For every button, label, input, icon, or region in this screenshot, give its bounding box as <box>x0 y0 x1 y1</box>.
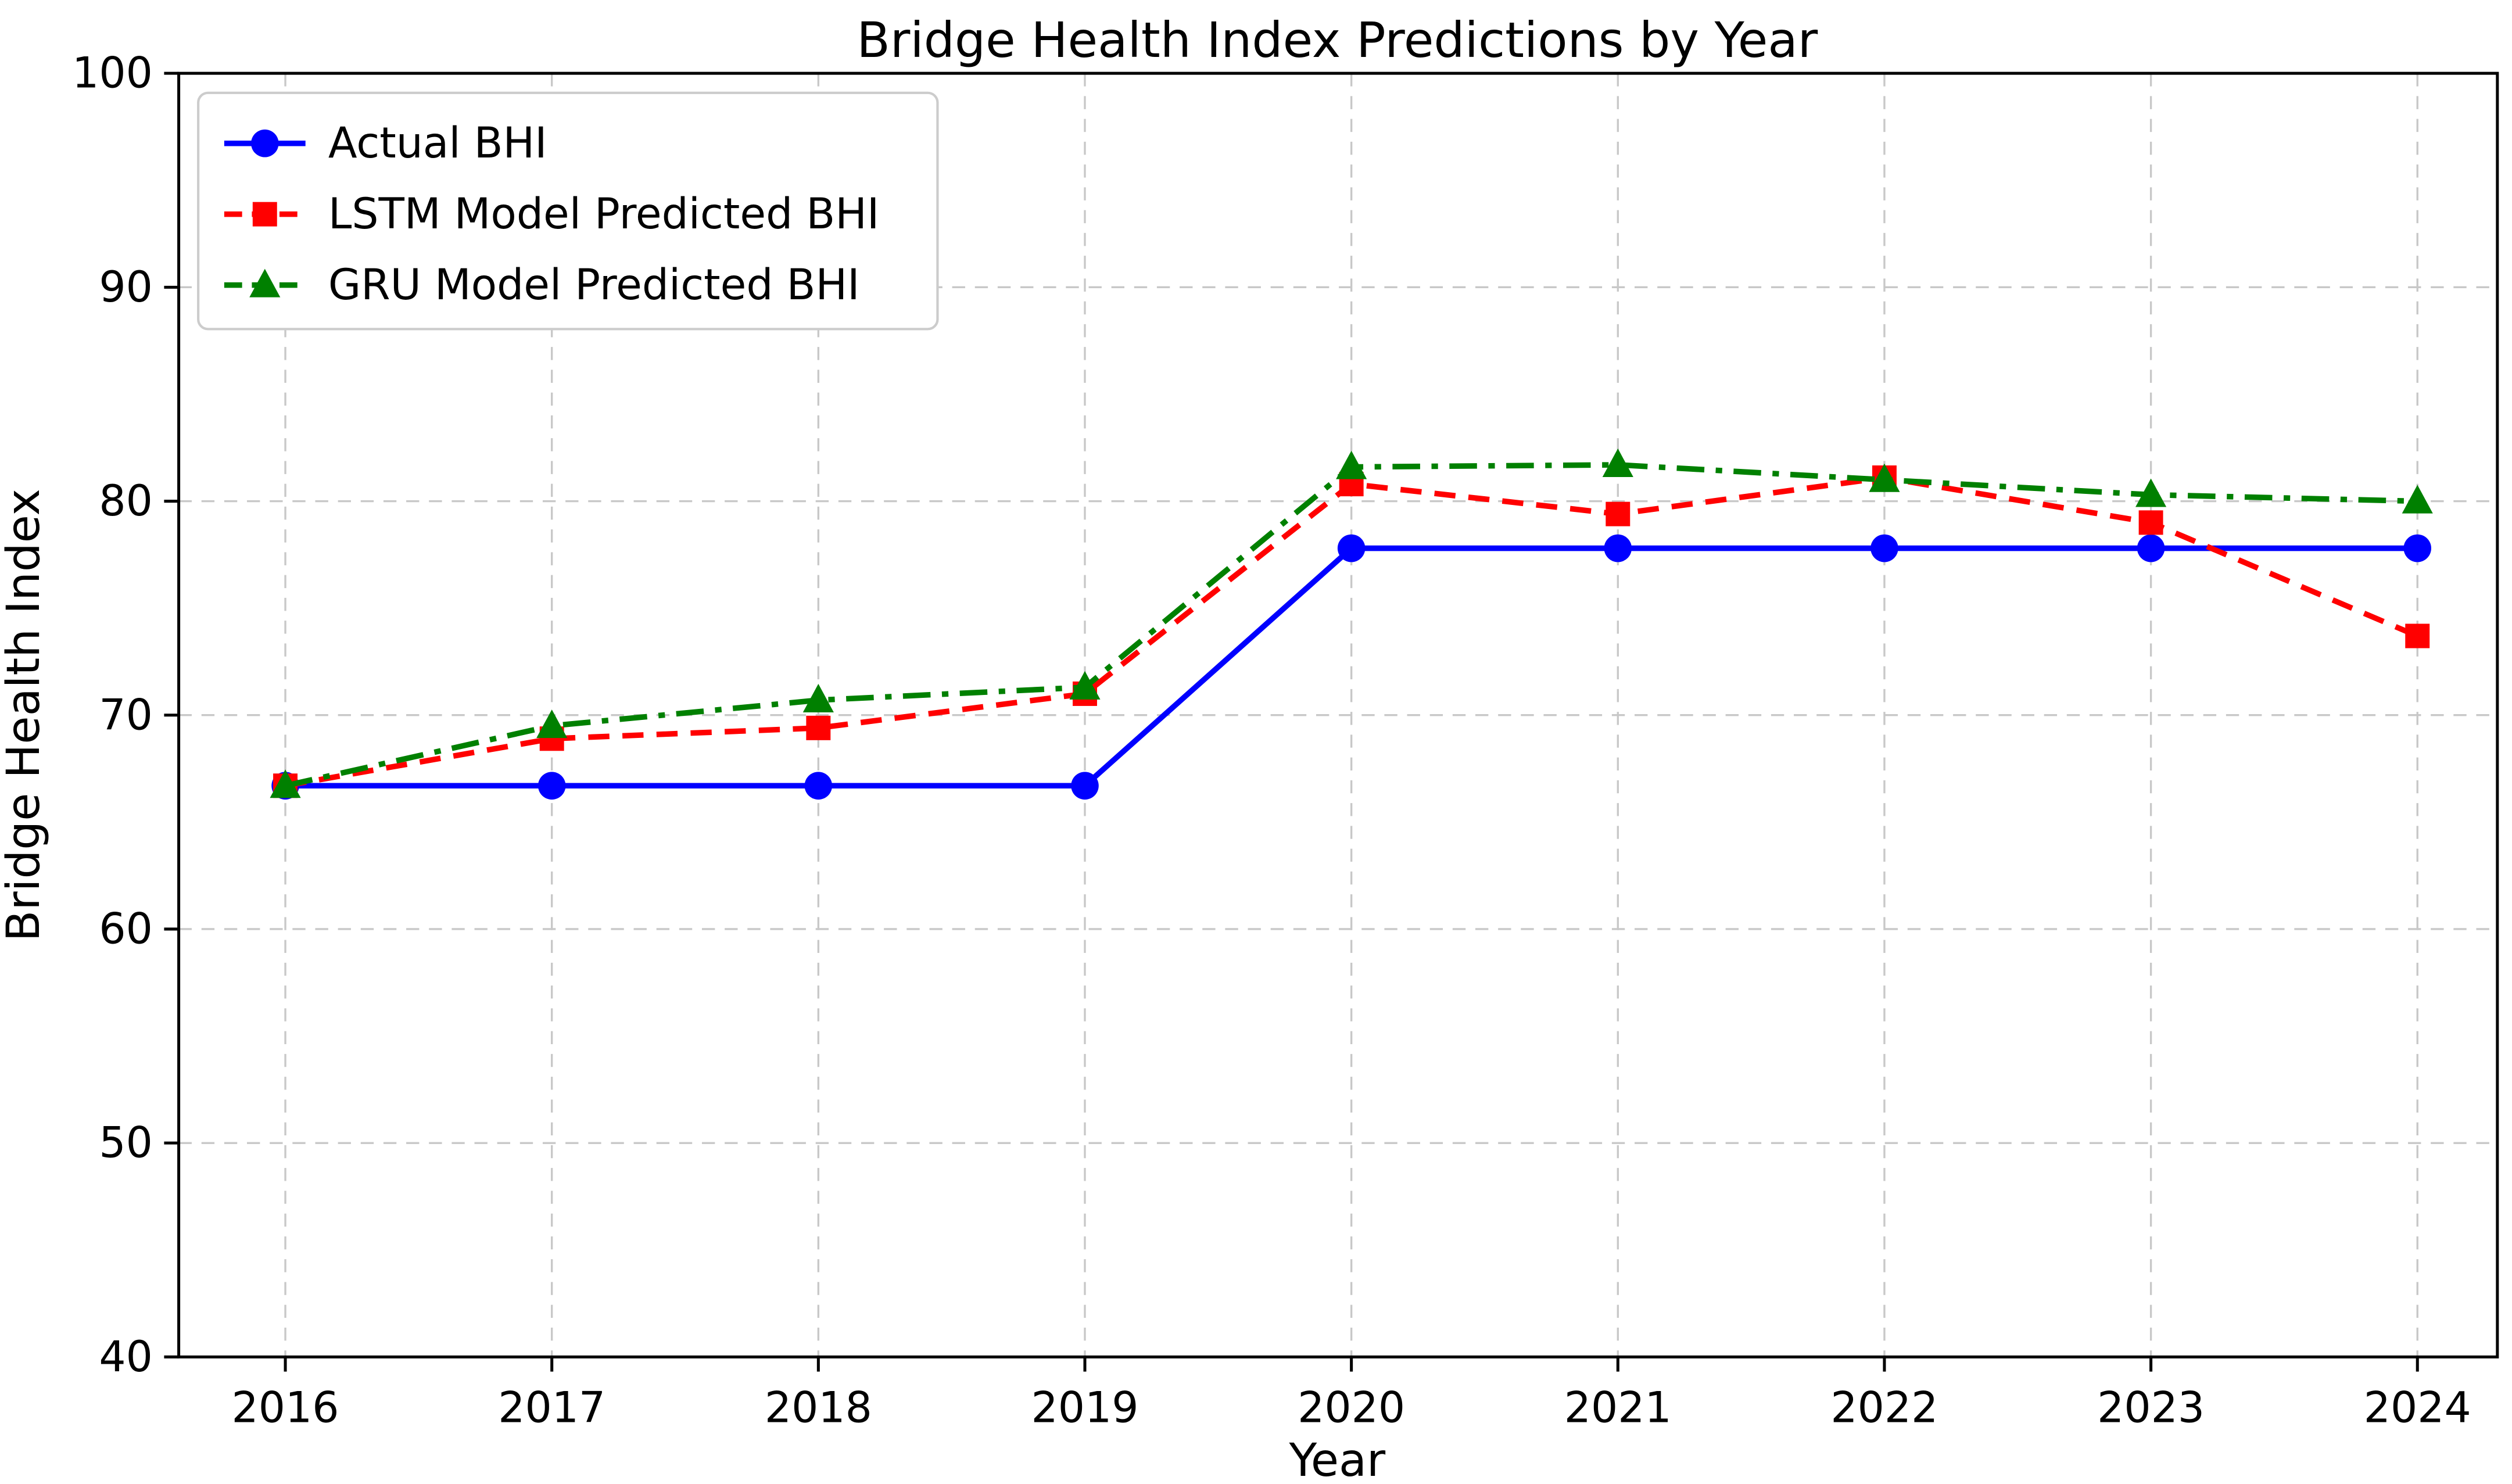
x-tick-label-2019: 2019 <box>1031 1383 1138 1432</box>
y-tick-label-100: 100 <box>72 49 153 98</box>
marker-actual-bhi-2023 <box>2137 534 2165 562</box>
marker-actual-bhi-2024 <box>2403 534 2432 562</box>
series-group <box>270 448 2433 800</box>
y-tick-label-40: 40 <box>99 1332 153 1382</box>
chart-title: Bridge Health Index Predictions by Year <box>857 12 1818 69</box>
y-tick-label-60: 60 <box>99 904 153 954</box>
legend-marker-actual-bhi <box>251 129 279 157</box>
x-tick-label-2020: 2020 <box>1298 1383 1405 1432</box>
legend-label-gru-model-predicted-bhi: GRU Model Predicted BHI <box>328 260 860 310</box>
marker-gru-model-predicted-bhi-2019 <box>1069 671 1101 700</box>
legend-entry-lstm-model-predicted-bhi: LSTM Model Predicted BHI <box>224 189 879 239</box>
marker-actual-bhi-2019 <box>1071 772 1099 800</box>
y-tick-label-70: 70 <box>99 690 153 740</box>
marker-actual-bhi-2021 <box>1604 534 1632 562</box>
marker-gru-model-predicted-bhi-2022 <box>1869 463 1900 492</box>
y-tick-label-50: 50 <box>99 1119 153 1168</box>
y-tick-label-90: 90 <box>99 263 153 312</box>
marker-actual-bhi-2017 <box>537 772 566 800</box>
marker-gru-model-predicted-bhi-2024 <box>2402 485 2433 514</box>
x-tick-label-2022: 2022 <box>1830 1383 1938 1432</box>
marker-lstm-model-predicted-bhi-2021 <box>1606 501 1631 526</box>
axes: 40 50 60 70 80 90 100 2016 2017 2018 2019 2020 2021 2… <box>72 49 2499 1432</box>
series-actual-bhi <box>271 534 2432 800</box>
x-tick-label-2021: 2021 <box>1564 1383 1672 1432</box>
legend-marker-gru-model-predicted-bhi <box>249 268 281 297</box>
marker-gru-model-predicted-bhi-2018 <box>802 683 834 712</box>
marker-lstm-model-predicted-bhi-2024 <box>2405 623 2430 648</box>
y-axis-label: Bridge Health Index <box>0 489 50 941</box>
x-tick-label-2016: 2016 <box>232 1383 339 1432</box>
marker-actual-bhi-2020 <box>1337 534 1366 562</box>
x-tick-label-2018: 2018 <box>765 1383 872 1432</box>
legend-box <box>197 91 939 331</box>
marker-gru-model-predicted-bhi-2020 <box>1336 450 1367 479</box>
legend-entry-gru-model-predicted-bhi: GRU Model Predicted BHI <box>224 260 860 310</box>
marker-gru-model-predicted-bhi-2023 <box>2135 478 2167 507</box>
marker-lstm-model-predicted-bhi-2023 <box>2138 510 2163 535</box>
x-tick-label-2023: 2023 <box>2097 1383 2205 1432</box>
x-axis-label: Year <box>1288 1434 1385 1484</box>
legend-label-lstm-model-predicted-bhi: LSTM Model Predicted BHI <box>328 189 879 239</box>
marker-gru-model-predicted-bhi-2016 <box>270 769 301 798</box>
marker-actual-bhi-2022 <box>1870 534 1898 562</box>
marker-gru-model-predicted-bhi-2017 <box>536 709 568 739</box>
marker-actual-bhi-2018 <box>804 772 833 800</box>
x-tick-label-2017: 2017 <box>498 1383 605 1432</box>
series-gru-model-predicted-bhi <box>270 448 2433 798</box>
legend: Actual BHI LSTM Model Predicted BHI GRU Mo… <box>197 91 939 331</box>
x-tick-label-2024: 2024 <box>2364 1383 2471 1432</box>
legend-entry-actual-bhi: Actual BHI <box>224 119 547 168</box>
legend-label-actual-bhi: Actual BHI <box>328 119 547 168</box>
y-tick-label-80: 80 <box>99 476 153 526</box>
legend-marker-lstm-model-predicted-bhi <box>252 202 277 227</box>
marker-lstm-model-predicted-bhi-2018 <box>806 715 831 740</box>
marker-gru-model-predicted-bhi-2021 <box>1602 448 1633 477</box>
